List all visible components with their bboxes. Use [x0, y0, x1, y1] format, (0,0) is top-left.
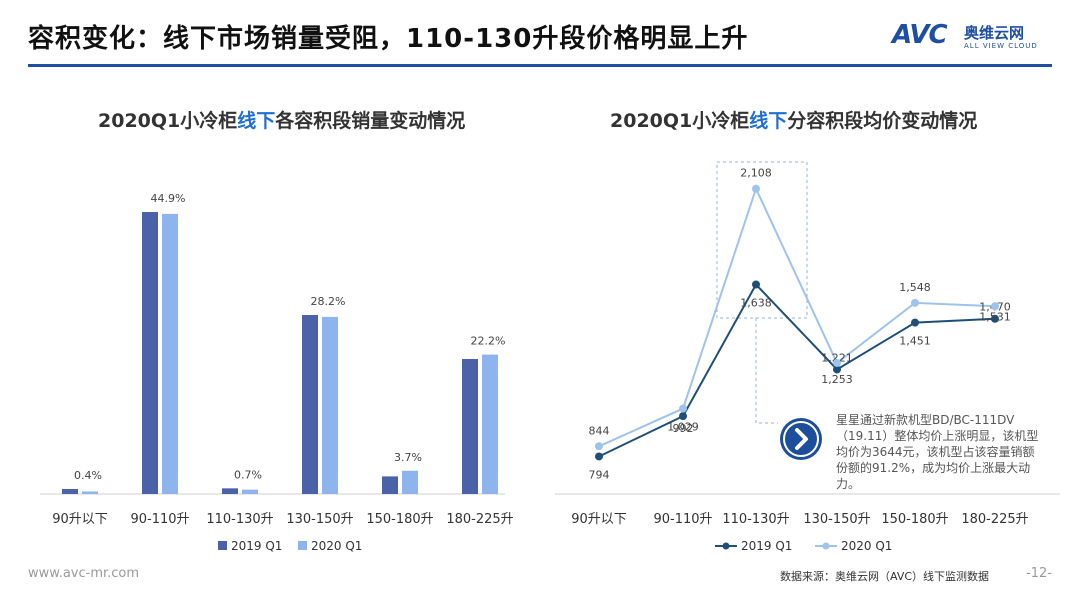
data-label: 1,451: [899, 335, 931, 348]
x-tick-label: 180-225升: [961, 512, 1028, 527]
point-2019: [752, 280, 760, 289]
footer-source: 数据来源：奥维云网（AVC）线下监测数据: [780, 570, 990, 583]
point-2020: [911, 298, 919, 307]
logo-cn: 奥维云网: [964, 24, 1025, 42]
legend-swatch-2020: [298, 541, 307, 550]
legend-label: 2019 Q1: [741, 539, 792, 553]
logo-mark: AVC: [892, 20, 948, 50]
bar-2020: [322, 316, 338, 494]
title-divider: [28, 64, 1052, 67]
point-2020: [679, 404, 687, 413]
x-tick-label: 90-110升: [130, 512, 189, 527]
bar-2020: [402, 470, 418, 494]
data-label: 0.4%: [74, 469, 102, 482]
avc-logo: AVC 奥维云网 ALL VIEW CLOUD: [892, 20, 1052, 56]
bar-2019: [222, 488, 238, 494]
x-tick-label: 150-180升: [366, 512, 433, 527]
left-chart-title: 2020Q1小冷柜线下各容积段销量变动情况: [98, 106, 465, 133]
legend-swatch-2019: [218, 541, 227, 550]
x-tick-label: 150-180升: [881, 512, 948, 527]
right-chart-title-highlight: 线下: [749, 110, 788, 132]
data-label: 1,253: [821, 373, 853, 386]
data-label: 1,221: [821, 351, 853, 364]
bar-2020: [482, 354, 498, 494]
legend-label: 2020 Q1: [841, 539, 892, 553]
logo-en: ALL VIEW CLOUD: [964, 42, 1038, 50]
point-2020: [991, 302, 999, 311]
x-tick-label: 180-225升: [446, 512, 513, 527]
x-tick-label: 90-110升: [653, 512, 712, 527]
data-label: 1,029: [667, 421, 699, 434]
point-2020: [595, 442, 603, 451]
x-tick-label: 90升以下: [52, 512, 108, 527]
legend-label: 2019 Q1: [231, 539, 282, 553]
data-label: 28.2%: [311, 295, 346, 308]
point-2019: [911, 318, 919, 327]
bar-2019: [382, 476, 398, 494]
legend-marker-2019: [722, 542, 730, 550]
bar-chart: 0.4% 90升以下 44.9% 90-110升 0.7% 110-130升 28.2% 13…: [40, 192, 514, 553]
x-tick-label: 110-130升: [722, 512, 789, 527]
legend-label: 2020 Q1: [311, 539, 362, 553]
data-label: 22.2%: [471, 335, 506, 348]
x-tick-label: 90升以下: [571, 512, 627, 527]
page-title: 容积变化：线下市场销量受阻，110-130升段价格明显上升: [28, 24, 749, 54]
point-2019: [595, 452, 603, 461]
data-label: 844: [589, 424, 610, 437]
data-label: 1,531: [979, 310, 1011, 323]
right-chart-title-prefix: 2020Q1小冷柜: [610, 110, 750, 132]
bar-2019: [62, 488, 78, 494]
x-tick-label: 130-150升: [803, 512, 870, 527]
bar-2019: [302, 315, 318, 494]
right-chart-title-suffix: 分容积段均价变动情况: [787, 110, 978, 132]
data-label: 794: [589, 468, 610, 481]
data-label: 44.9%: [151, 192, 186, 205]
bar-2020: [162, 213, 178, 495]
line-2019: [598, 282, 996, 458]
highlight-connector: [755, 318, 778, 424]
bar-2019: [462, 358, 478, 494]
data-label: 992: [673, 422, 694, 435]
bar-2019: [142, 212, 158, 494]
page-number: -12-: [1026, 566, 1052, 581]
line-chart: 7949921,6381,2211,4511,4708441,0292,1081…: [555, 161, 1060, 553]
callout-note: 星星通过新款机型BD/BC-111DV（19.11）整体均价上涨明显，该机型均价…: [836, 413, 1039, 491]
right-chart-title: 2020Q1小冷柜线下分容积段均价变动情况: [610, 106, 977, 133]
data-label: 0.7%: [234, 468, 262, 481]
highlight-box: [716, 161, 808, 319]
left-chart-title-suffix: 各容积段销量变动情况: [275, 110, 466, 132]
point-2019: [833, 365, 841, 374]
bar-2020: [82, 491, 98, 494]
line-2020: [598, 186, 996, 448]
data-label: 1,638: [740, 297, 772, 310]
point-2019: [679, 412, 687, 421]
point-2020: [752, 184, 760, 193]
data-label: 3.7%: [394, 451, 422, 464]
legend-marker-2020: [822, 542, 830, 550]
footer-url: www.avc-mr.com: [28, 566, 140, 581]
data-label: 2,108: [740, 167, 772, 180]
left-chart-title-highlight: 线下: [237, 110, 276, 132]
arrow-right-icon: [780, 418, 822, 460]
point-2020: [833, 358, 841, 367]
x-tick-label: 130-150升: [286, 512, 353, 527]
left-chart-title-prefix: 2020Q1小冷柜: [98, 110, 238, 132]
bar-2020: [242, 489, 258, 494]
point-2019: [991, 314, 999, 323]
x-tick-label: 110-130升: [206, 512, 273, 527]
data-label: 1,548: [899, 281, 931, 294]
